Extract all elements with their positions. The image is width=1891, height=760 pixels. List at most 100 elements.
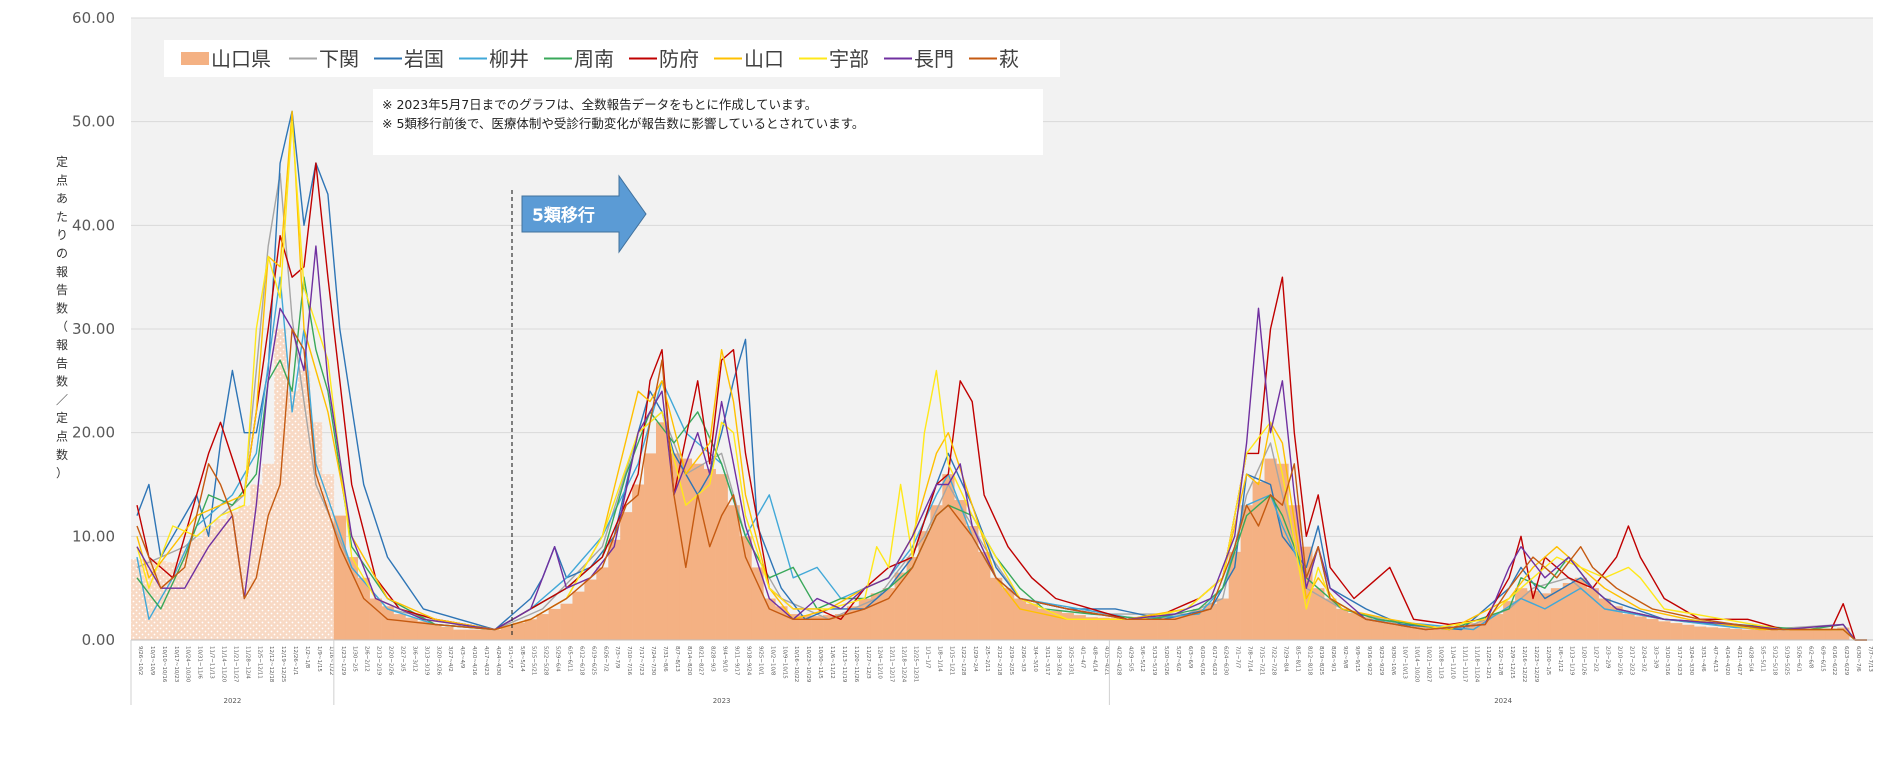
bar-yamaguchi-ken: [811, 616, 824, 640]
x-tick-label: 11/11~11/17: [1461, 646, 1467, 683]
x-tick-label: 5/19~5/25: [1784, 646, 1790, 676]
transition-label: 5類移行: [532, 205, 595, 226]
bar-yamaguchi-ken: [536, 614, 549, 640]
x-tick-label: 8/14~8/20: [686, 646, 692, 676]
x-tick-label: 10/24~10/30: [185, 646, 191, 683]
x-tick-label: 11/25~12/1: [1485, 646, 1491, 679]
bar-yamaguchi-ken: [309, 422, 323, 640]
x-tick-label: 11/6~11/12: [829, 646, 835, 679]
x-tick-label: 11/28~12/4: [244, 646, 250, 679]
bar-yamaguchi-ken: [1192, 608, 1206, 640]
x-tick-label: 1/22~1/28: [960, 646, 966, 676]
bar-yamaguchi-ken: [1371, 619, 1385, 640]
bar-yamaguchi-ken: [727, 505, 740, 640]
x-tick-label: 10/30~11/5: [817, 646, 823, 679]
x-tick-label: 8/21~8/27: [698, 646, 704, 676]
series-line-萩: [136, 328, 1867, 641]
x-tick-label: 7/10~7/16: [626, 646, 632, 676]
bar-yamaguchi-ken: [906, 557, 919, 640]
x-tick-label: 6/24~6/30: [1223, 646, 1229, 676]
x-tick-label: 4/10~4/16: [471, 646, 477, 676]
bar-yamaguchi-ken: [775, 606, 788, 640]
x-tick-label: 2/13~2/19: [376, 646, 382, 676]
bar-yamaguchi-ken: [1336, 608, 1349, 640]
bar-yamaguchi-ken: [1348, 613, 1361, 640]
bar-yamaguchi-ken: [1431, 627, 1444, 640]
bar-yamaguchi-ken: [572, 591, 585, 640]
x-tick-label: 8/28~9/3: [710, 646, 716, 672]
bar-yamaguchi-ken: [655, 422, 669, 640]
bar-yamaguchi-ken: [894, 572, 907, 640]
x-tick-label: 4/7~4/13: [1712, 646, 1718, 672]
bar-yamaguchi-ken: [1729, 628, 1743, 640]
bar-yamaguchi-ken: [405, 617, 418, 640]
x-tick-label: 6/16~6/22: [1831, 646, 1837, 675]
legend-items: 山口県 下関 岩国 柳井 周南 防府 山口 宇部 長門 萩: [181, 47, 1019, 71]
bar-yamaguchi-ken: [1407, 626, 1420, 640]
bar-yamaguchi-ken: [298, 370, 311, 640]
x-tick-label: 2/20~2/26: [388, 646, 394, 676]
y-tick-label: 60.00: [72, 9, 115, 27]
x-tick-label: 12/2~12/8: [1497, 646, 1503, 676]
bar-yamaguchi-ken: [918, 531, 931, 640]
x-tick-label: 1/8~1/14: [936, 646, 942, 672]
bar-yamaguchi-ken: [1133, 619, 1146, 640]
bar-yamaguchi-ken: [1515, 588, 1528, 640]
bar-yamaguchi-ken: [799, 615, 812, 640]
x-tick-label: 12/5~12/11: [256, 646, 262, 679]
x-tick-label: 12/18~12/24: [901, 646, 907, 683]
bar-yamaguchi-ken: [369, 598, 382, 640]
x-tick-label: 1/30~2/5: [352, 646, 358, 672]
x-tick-label: 6/5~6/11: [567, 646, 573, 672]
bar-yamaguchi-ken: [679, 458, 693, 640]
x-tick-label: 3/27~4/2: [447, 646, 453, 672]
x-tick-label: 2/17~2/23: [1628, 646, 1634, 676]
y-tick-label: 50.00: [72, 113, 115, 131]
x-tick-label: 6/17~6/23: [1211, 646, 1217, 676]
x-tick-label: 12/23~12/29: [1533, 646, 1539, 683]
x-tick-label: 2/27~3/5: [400, 646, 406, 672]
bar-yamaguchi-ken: [262, 463, 275, 640]
bar-yamaguchi-ken: [620, 512, 633, 640]
x-tick-label: 3/6~3/12: [411, 646, 417, 672]
x-tick-label: 10/23~10/29: [805, 646, 811, 683]
bar-yamaguchi-ken: [715, 474, 728, 640]
legend-label: 山口県: [211, 47, 271, 71]
x-tick-label: 11/14~11/20: [221, 646, 227, 683]
x-tick-label: 3/25~3/31: [1068, 646, 1074, 675]
x-tick-label: 6/12~6/18: [578, 646, 584, 676]
bar-yamaguchi-ken: [524, 619, 537, 640]
legend-label: 山口: [744, 47, 784, 71]
bar-yamaguchi-ken: [560, 603, 573, 640]
x-tick-label: 11/4~11/10: [1449, 646, 1455, 679]
bar-yamaguchi-ken: [1610, 606, 1623, 640]
bar-yamaguchi-ken: [1145, 617, 1158, 640]
x-tick-label: 10/10~10/16: [161, 646, 167, 683]
x-tick-label: 7/24~7/30: [650, 646, 656, 676]
bar-yamaguchi-ken: [1694, 626, 1707, 640]
x-tick-label: 11/21~11/27: [232, 646, 238, 683]
x-tick-label: 6/30~7/6: [1855, 646, 1861, 672]
x-tick-label: 5/12~5/18: [1772, 646, 1778, 676]
x-tick-label: 7/8~7/14: [1247, 646, 1253, 672]
x-tick-label: 5/1~5/7: [507, 646, 513, 669]
x-tick-label: 12/19~12/25: [280, 646, 286, 683]
x-tick-label: 1/27~2/2: [1593, 646, 1599, 672]
x-tick-label: 4/14~4/20: [1724, 646, 1730, 676]
note-line-1: ※ 2023年5月7日までのグラフは、全数報告データをもとに作成しています。: [382, 97, 817, 112]
x-tick-label: 6/3~6/9: [1187, 646, 1193, 669]
y-tick-label: 20.00: [72, 424, 115, 442]
bar-yamaguchi-ken: [596, 567, 609, 640]
x-tick-label: 5/6~5/12: [1139, 646, 1145, 672]
x-tick-label: 5/13~5/19: [1151, 646, 1157, 676]
bar-yamaguchi-ken: [548, 608, 561, 640]
y-axis: 60.00 50.00 40.00 30.00 20.00 10.00 0.00: [72, 9, 115, 649]
legend-label: 宇部: [829, 47, 869, 71]
bar-yamaguchi-ken: [763, 598, 776, 640]
legend: 山口県 下関 岩国 柳井 周南 防府 山口 宇部 長門 萩: [164, 40, 1060, 77]
note-box: ※ 2023年5月7日までのグラフは、全数報告データをもとに作成しています。 ※…: [373, 89, 1043, 155]
x-tick-label: 6/23~6/29: [1843, 646, 1849, 676]
bar-yamaguchi-ken: [500, 626, 514, 640]
bar-yamaguchi-ken: [381, 606, 394, 640]
bar-yamaguchi-ken: [1741, 629, 1754, 640]
